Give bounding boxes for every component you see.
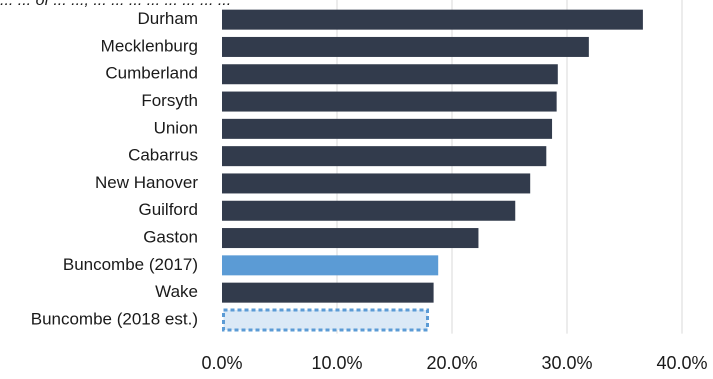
category-label: New Hanover: [95, 173, 198, 192]
x-tick-label: 20.0%: [426, 353, 477, 373]
bar: [222, 146, 547, 167]
x-axis-ticks: 0.0% 10.0% 20.0% 30.0% 40.0%: [201, 353, 707, 373]
category-label: Buncombe (2017): [63, 255, 198, 274]
bars: [222, 9, 643, 332]
category-label: Forsyth: [141, 91, 198, 110]
bar: [222, 200, 516, 221]
x-tick-label: 40.0%: [656, 353, 707, 373]
chart-title: ... ... of ... ..., ... ... ... ... ... …: [0, 0, 231, 9]
x-tick-label: 0.0%: [201, 353, 242, 373]
category-label: Wake: [155, 282, 198, 301]
bar: [222, 118, 553, 139]
bar: [222, 228, 479, 249]
x-tick-label: 10.0%: [311, 353, 362, 373]
bar: [222, 255, 439, 276]
bar: [222, 173, 531, 194]
x-tick-label: 30.0%: [541, 353, 592, 373]
category-label: Mecklenburg: [101, 36, 198, 55]
category-label: Gaston: [143, 228, 198, 247]
bar: [222, 9, 643, 30]
bar: [222, 308, 429, 332]
bar: [222, 282, 434, 303]
category-label: Durham: [138, 9, 198, 28]
category-label: Cumberland: [105, 64, 198, 83]
bar: [222, 64, 558, 85]
bar: [222, 91, 557, 112]
category-label: Union: [154, 118, 198, 137]
bar: [222, 36, 589, 57]
category-labels: Durham Mecklenburg Cumberland Forsyth Union C…: [31, 9, 199, 328]
category-label: Buncombe (2018 est.): [31, 309, 198, 328]
category-label: Cabarrus: [128, 146, 198, 165]
category-label: Guilford: [138, 200, 198, 219]
